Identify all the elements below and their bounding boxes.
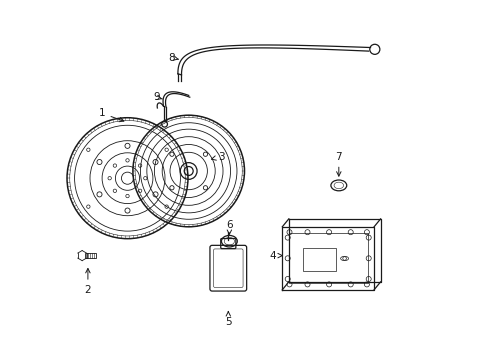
- Text: 2: 2: [84, 269, 91, 295]
- Bar: [288, 233, 367, 283]
- Text: 3: 3: [211, 152, 224, 162]
- Text: 7: 7: [335, 152, 342, 176]
- Text: 4: 4: [269, 251, 282, 261]
- Text: 6: 6: [225, 220, 232, 234]
- Bar: [303, 248, 335, 271]
- Text: 1: 1: [99, 108, 123, 122]
- Bar: [85, 253, 96, 258]
- Text: 9: 9: [153, 92, 162, 102]
- Text: 8: 8: [168, 53, 178, 63]
- Text: 5: 5: [224, 311, 231, 327]
